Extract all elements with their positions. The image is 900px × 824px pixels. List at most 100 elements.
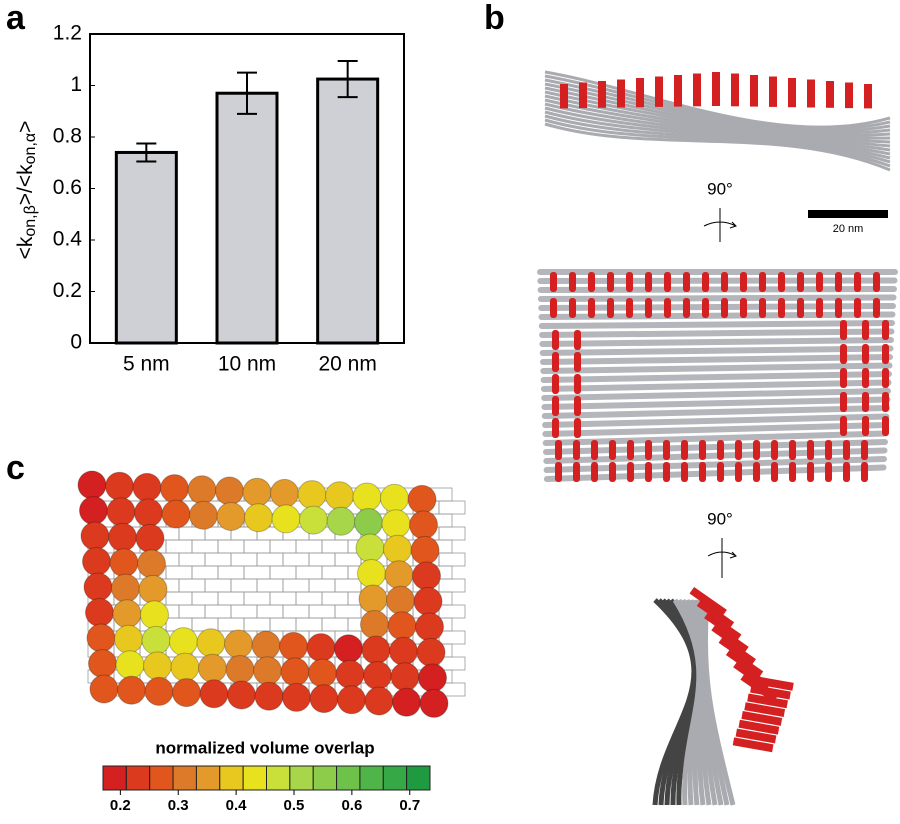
staple-rod (555, 440, 562, 460)
staple-rod (699, 462, 706, 482)
nucleotide-sphere (419, 688, 449, 718)
staple-rod (816, 272, 823, 292)
lattice-brick (282, 578, 310, 593)
lattice-brick (165, 565, 193, 580)
helix-rod (541, 396, 891, 410)
helix-rod (544, 78, 891, 133)
lattice-brick (256, 578, 284, 593)
staple-rod (663, 462, 670, 482)
lattice-brick (269, 617, 297, 632)
staple-rod (721, 298, 728, 318)
lattice-brick (282, 552, 310, 567)
staple-rod (825, 440, 832, 460)
staple-rod (789, 440, 796, 460)
nucleotide-sphere (387, 611, 417, 641)
nucleotide-sphere (325, 481, 354, 511)
helix-rod (537, 294, 897, 302)
staple-rod (843, 440, 850, 460)
lattice-brick (438, 630, 466, 645)
nucleotide-sphere (89, 674, 119, 704)
nucleotide-sphere (407, 484, 437, 514)
colorbar-swatch (382, 765, 408, 791)
nucleotide-sphere (357, 559, 386, 588)
staple-rod (609, 462, 616, 482)
staple-rod (862, 416, 869, 436)
lattice-brick (334, 604, 362, 619)
staple-rod (840, 368, 847, 388)
lattice-brick (256, 552, 284, 567)
staple-rod (771, 462, 778, 482)
staple-rod (816, 298, 823, 318)
lattice-brick (230, 578, 258, 593)
helix-rod (544, 122, 891, 172)
staple-rod (574, 396, 581, 416)
nucleotide-sphere (79, 496, 108, 525)
staple-rod (645, 462, 652, 482)
lattice-brick (243, 539, 271, 554)
lattice-brick (243, 617, 271, 632)
helix-rod (538, 320, 895, 329)
lattice-brick (282, 604, 310, 619)
staple-rod (750, 75, 758, 107)
nucleotide-sphere (413, 586, 443, 616)
lattice-brick (191, 539, 219, 554)
colorbar-swatch (406, 765, 431, 791)
y-tick-label: 0 (70, 331, 82, 354)
label-part: >/<k (14, 164, 37, 205)
staple-rod (738, 719, 780, 735)
helix-rod (538, 311, 896, 320)
nucleotide-sphere (138, 574, 168, 604)
nucleotide-sphere (196, 628, 226, 658)
staple-rod (683, 272, 690, 292)
y-tick-label: 0.6 (53, 176, 82, 199)
nucleotide-sphere (392, 687, 421, 717)
helix-rod (540, 362, 893, 374)
staple-rod (607, 298, 614, 318)
bar (316, 77, 380, 345)
staple-rod (573, 462, 580, 482)
colorbar-tick-label: 0.2 (110, 797, 131, 814)
lattice-brick (165, 591, 193, 606)
lattice-brick (438, 526, 466, 541)
nucleotide-sphere (364, 686, 394, 716)
panel-label: c (6, 449, 25, 487)
nucleotide-sphere (80, 521, 110, 551)
staple-rod (626, 272, 633, 292)
staple-rod (744, 702, 786, 718)
helix-rod (544, 94, 891, 144)
lattice-brick (217, 565, 245, 580)
staple-rod (807, 462, 814, 482)
staple-rod (598, 81, 606, 108)
lattice-brick (321, 591, 349, 606)
label-part: on,α (22, 133, 39, 165)
staple-rod (664, 272, 671, 292)
nucleotide-sphere (384, 560, 414, 590)
lattice-brick (321, 565, 349, 580)
helix-rod (544, 90, 891, 140)
y-axis-label: <kon,β>/<kon,α> (14, 121, 40, 260)
staple-rod (771, 440, 778, 460)
scale-bar-label: 20 nm (833, 223, 864, 235)
nucleotide-sphere (224, 629, 253, 659)
lattice-brick (191, 591, 219, 606)
lattice-brick (295, 591, 323, 606)
staple-rod (840, 320, 847, 340)
staple-rod (555, 462, 562, 482)
nucleotide-sphere (412, 561, 441, 591)
staple-rod (552, 352, 559, 372)
staple-rod (693, 73, 701, 107)
helix-rod (539, 337, 894, 347)
lattice-brick (438, 552, 466, 567)
panel-label: b (484, 0, 505, 37)
staple-rod (882, 344, 889, 364)
nucleotide-sphere (134, 498, 163, 528)
label-part: > (14, 121, 37, 133)
colorbar-swatch (195, 765, 221, 791)
staple-rod (862, 344, 869, 364)
staple-rod (655, 76, 663, 107)
staple-rod (731, 73, 739, 107)
helix-rod (702, 599, 736, 806)
nucleotide-sphere (280, 657, 310, 687)
nucleotide-sphere (390, 662, 420, 692)
nucleotide-sphere (244, 503, 273, 533)
